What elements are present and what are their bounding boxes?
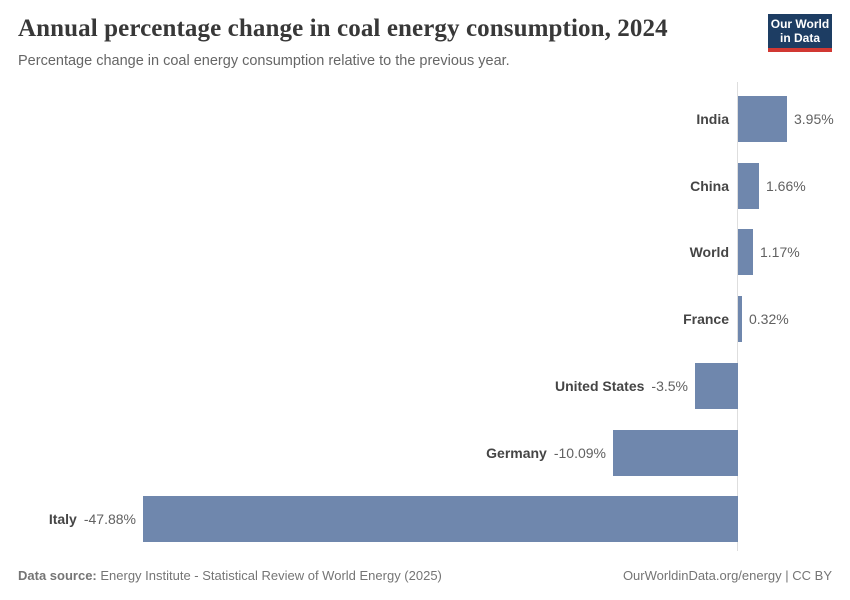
- value-label: 1.66%: [766, 178, 806, 194]
- entity-label: Germany: [486, 445, 547, 461]
- owid-logo-line2: in Data: [779, 31, 820, 45]
- chart-subtitle: Percentage change in coal energy consump…: [18, 53, 510, 69]
- entity-value-label-group: United States -3.5%: [555, 363, 688, 409]
- bar[interactable]: [738, 229, 753, 275]
- value-label: -10.09%: [553, 445, 606, 461]
- bar[interactable]: [738, 296, 742, 342]
- owid-logo-line1: Our World: [770, 17, 830, 31]
- data-source: Data source: Energy Institute - Statisti…: [18, 568, 442, 583]
- value-label: 0.32%: [749, 311, 789, 327]
- bar-row: China 1.66%: [0, 163, 850, 209]
- value-label: -3.5%: [651, 378, 688, 394]
- bar[interactable]: [738, 96, 787, 142]
- bar-row: France 0.32%: [0, 296, 850, 342]
- credit-link[interactable]: OurWorldinData.org/energy | CC BY: [622, 568, 832, 583]
- value-label: 3.95%: [794, 111, 834, 127]
- value-label: 1.17%: [760, 244, 800, 260]
- entity-label: India: [696, 111, 729, 127]
- data-source-label: Data source:: [18, 568, 97, 583]
- bar[interactable]: [738, 163, 759, 209]
- bar-row: Italy -47.88%: [0, 496, 850, 542]
- value-label: -47.88%: [83, 511, 136, 527]
- bar-row: World 1.17%: [0, 229, 850, 275]
- entity-label: Italy: [48, 511, 77, 527]
- entity-label: World: [689, 244, 729, 260]
- chart-footer: Data source: Energy Institute - Statisti…: [18, 568, 832, 583]
- owid-logo[interactable]: Our World in Data: [768, 14, 832, 52]
- bar[interactable]: [695, 363, 738, 409]
- chart-title: Annual percentage change in coal energy …: [18, 15, 668, 42]
- zero-axis-line: [737, 82, 738, 551]
- entity-label: China: [690, 178, 729, 194]
- bar[interactable]: [143, 496, 738, 542]
- entity-value-label-group: Germany -10.09%: [486, 430, 606, 476]
- bar[interactable]: [613, 430, 738, 476]
- bar-row: Germany -10.09%: [0, 430, 850, 476]
- bar-row: India 3.95%: [0, 96, 850, 142]
- entity-label: United States: [554, 378, 645, 394]
- data-source-text: Energy Institute - Statistical Review of…: [96, 568, 442, 583]
- entity-value-label-group: Italy -47.88%: [49, 496, 136, 542]
- bar-row: United States -3.5%: [0, 363, 850, 409]
- entity-label: France: [683, 311, 729, 327]
